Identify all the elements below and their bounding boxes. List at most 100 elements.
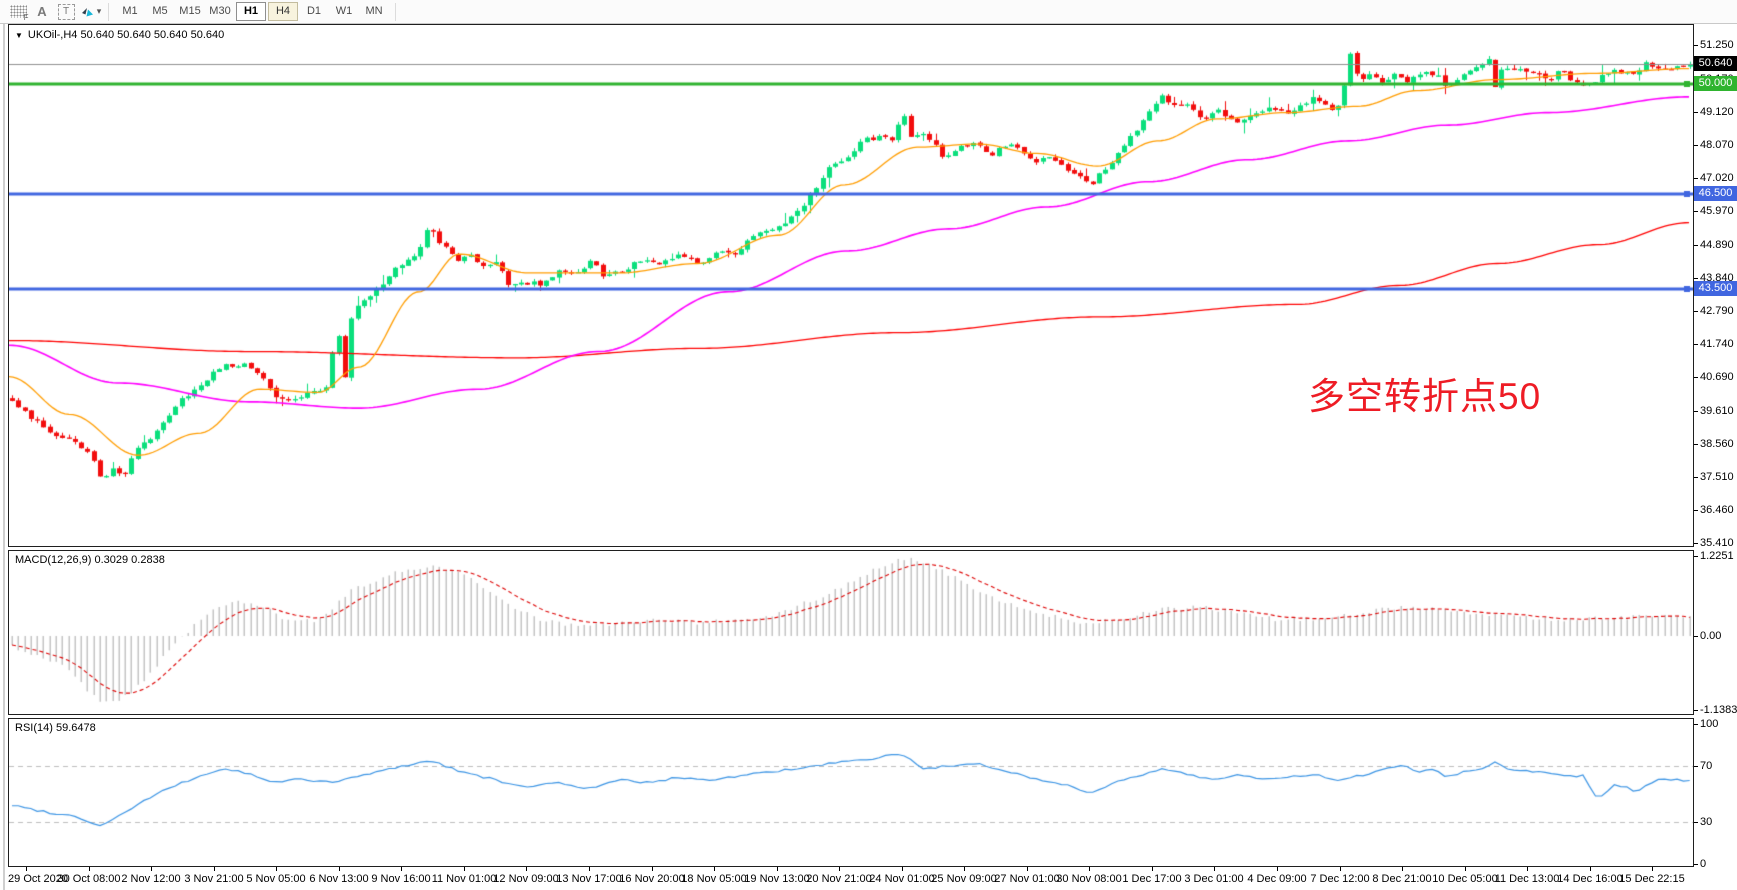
time-axis-label: 8 Dec 21:00 [1372,873,1432,885]
chart-title: ▼ UKOil-,H4 50.640 50.640 50.640 50.640 [15,29,224,41]
font-a-icon: A [37,4,47,19]
font-tool-button[interactable]: A [30,2,54,22]
time-axis-label: 12 Nov 09:00 [493,873,559,885]
time-tick-mark [1402,867,1403,871]
time-tick-mark [214,867,215,871]
scale-tick-label: 40.690 [1700,371,1734,383]
scale-tick-label: -1.1383 [1700,704,1737,716]
time-tick-mark [276,867,277,871]
time-axis-label: 20 Nov 21:00 [806,873,872,885]
grid-dots-icon: F [9,5,29,22]
scale-tick-mark [1694,636,1698,637]
price-badge-46.500: 46.500 [1694,186,1737,201]
scale-tick-mark [1694,112,1698,113]
time-tick-mark [964,867,965,871]
scale-tick-label: 48.070 [1700,139,1734,151]
time-axis-label: 9 Nov 16:00 [371,873,431,885]
time-tick-mark [839,867,840,871]
time-tick-mark [1277,867,1278,871]
time-tick-mark [1152,867,1153,871]
time-tick-mark [1465,867,1466,871]
macd-panel: MACD(12,26,9) 0.3029 0.2838 [8,550,1694,715]
timeframe-button-h1[interactable]: H1 [236,2,266,21]
chart-symbol-ohlc-label: UKOil-,H4 50.640 50.640 50.640 50.640 [27,29,225,41]
time-axis-label: 30 Oct 08:00 [57,873,121,885]
time-tick-mark [401,867,402,871]
time-axis-label: 4 Dec 09:00 [1247,873,1307,885]
price-badge-50.000: 50.000 [1694,76,1737,91]
gutter-line [3,24,5,890]
scale-tick-mark [1694,864,1698,865]
scale-tick-mark [1694,411,1698,412]
scale-tick-mark [1694,766,1698,767]
time-axis-label: 6 Nov 13:00 [309,873,369,885]
chart-dropdown-icon[interactable]: ▼ [15,30,23,40]
time-tick-mark [1089,867,1090,871]
scale-tick-mark [1694,178,1698,179]
timeframe-button-m5[interactable]: M5 [152,5,168,17]
scale-tick-mark [1694,724,1698,725]
time-axis-label: 25 Nov 09:00 [931,873,997,885]
time-axis-label: 11 Nov 01:00 [431,873,497,885]
time-axis-label: 14 Dec 16:00 [1557,873,1623,885]
timeframe-button-w1[interactable]: W1 [335,5,353,17]
chart-grid-tool-button[interactable]: F [6,2,30,22]
time-tick-mark [1027,867,1028,871]
grid-f-label: F [23,13,29,22]
timeframe-button-h4[interactable]: H4 [268,2,298,21]
time-axis-label: 3 Nov 21:00 [184,873,244,885]
scale-tick-label: 36.460 [1700,504,1734,516]
macd-canvas[interactable] [9,551,1693,714]
time-axis-label: 2 Nov 12:00 [121,873,181,885]
scale-tick-label: 47.020 [1700,172,1734,184]
time-tick-mark [589,867,590,871]
timeframe-button-d1[interactable]: D1 [306,5,322,17]
time-axis-label: 30 Nov 08:00 [1056,873,1122,885]
time-axis-label: 1 Dec 17:00 [1122,873,1182,885]
timeframe-button-m15[interactable]: M15 [179,5,201,17]
time-axis-label: 5 Nov 05:00 [246,873,306,885]
time-tick-mark [89,867,90,871]
dropdown-caret-icon[interactable]: ▾ [96,6,102,16]
rsi-canvas[interactable] [9,719,1693,866]
time-axis-label: 29 Oct 2020 [8,873,68,885]
scale-tick-label: 37.510 [1700,471,1734,483]
scale-tick-label: 51.250 [1700,39,1734,51]
timeframe-button-m1[interactable]: M1 [122,5,138,17]
time-tick-mark [902,867,903,871]
time-axis-label: 7 Dec 12:00 [1310,873,1370,885]
time-tick-mark [464,867,465,871]
rsi-label: RSI(14) 59.6478 [15,722,96,734]
timeframe-group: M1 M5 M15 M30 H1 H4 D1 W1 MN [115,2,389,21]
window-left-gutter [0,24,8,890]
arrows-tool-button[interactable]: ▾ [78,2,102,22]
time-axis-label: 27 Nov 01:00 [994,873,1060,885]
time-axis-label: 13 Nov 17:00 [556,873,622,885]
scale-tick-mark [1694,543,1698,544]
time-tick-mark [1340,867,1341,871]
scale-tick-label: 100 [1700,718,1719,730]
main-chart-canvas[interactable] [9,25,1693,546]
chart-text-annotation[interactable]: 多空转折点50 [1308,376,1542,417]
arrows-icon [81,7,93,16]
time-tick-mark [652,867,653,871]
timeframe-button-mn[interactable]: MN [365,5,383,17]
scale-tick-label: 42.790 [1700,305,1734,317]
time-tick-mark [1214,867,1215,871]
scale-tick-label: 70 [1700,760,1713,772]
time-tick-mark [151,867,152,871]
scale-tick-label: 30 [1700,816,1713,828]
time-axis-label: 19 Nov 13:00 [744,873,810,885]
text-label-tool-button[interactable]: T [54,2,78,22]
price-badge-43.500: 43.500 [1694,281,1737,296]
price-badge-50.640: 50.640 [1694,56,1737,71]
text-box-icon: T [57,3,75,20]
time-axis-label: 11 Dec 13:00 [1494,873,1560,885]
rsi-panel: RSI(14) 59.6478 [8,718,1694,867]
time-tick-mark [26,867,27,871]
scale-tick-mark [1694,211,1698,212]
timeframe-button-m30[interactable]: M30 [209,5,231,17]
scale-tick-mark [1694,822,1698,823]
time-tick-mark [526,867,527,871]
scale-tick-label: 41.740 [1700,338,1734,350]
